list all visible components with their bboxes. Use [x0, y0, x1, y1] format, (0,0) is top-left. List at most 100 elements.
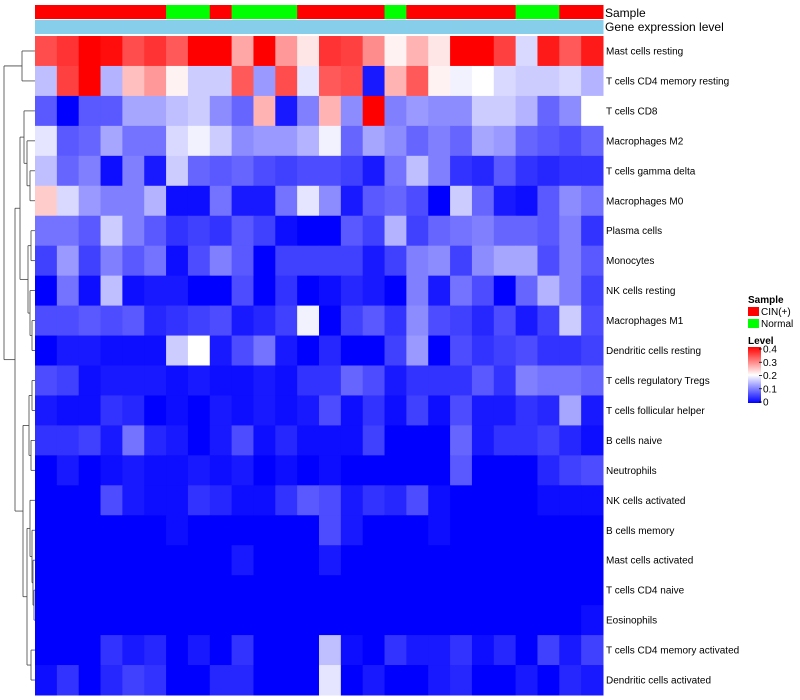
- heatmap-cell: [35, 365, 58, 396]
- heatmap-cell: [406, 125, 429, 157]
- heatmap-cell: [209, 65, 233, 97]
- heatmap-cell: [515, 665, 538, 696]
- heatmap-cell: [253, 185, 276, 217]
- heatmap-cell: [297, 215, 320, 247]
- heatmap-cell: [166, 515, 189, 546]
- heatmap-cell: [450, 275, 473, 307]
- heatmap-cell: [209, 545, 233, 576]
- heatmap-cell: [362, 95, 386, 127]
- heatmap-cell: [581, 305, 604, 337]
- heatmap-cell: [297, 605, 320, 636]
- heatmap-cell: [187, 185, 211, 217]
- heatmap-cell: [559, 635, 582, 666]
- heatmap-cell: [209, 155, 233, 187]
- heatmap-cell: [100, 455, 123, 486]
- heatmap-cell: [471, 125, 495, 157]
- expression-annotation-cell: [122, 20, 145, 34]
- heatmap-cell: [428, 305, 451, 337]
- heatmap-cell: [581, 155, 604, 187]
- sample-annotation-cell: [450, 5, 473, 19]
- heatmap-cell: [231, 95, 254, 127]
- heatmap-cell: [537, 485, 560, 516]
- sample-annotation-cell: [144, 5, 167, 19]
- expression-annotation-cell: [209, 20, 233, 34]
- heatmap-cell: [581, 36, 604, 67]
- heatmap-cell: [78, 425, 102, 456]
- heatmap-cell: [253, 305, 276, 337]
- heatmap-cell: [559, 36, 582, 67]
- heatmap-cell: [231, 485, 254, 516]
- heatmap-cell: [428, 515, 451, 546]
- heatmap-cell: [493, 545, 517, 576]
- heatmap-cell: [78, 155, 102, 187]
- heatmap-cell: [406, 395, 429, 426]
- heatmap-cell: [384, 95, 407, 127]
- heatmap-cell: [581, 425, 604, 456]
- heatmap-cell: [428, 215, 451, 247]
- heatmap-cell: [581, 545, 604, 576]
- heatmap-cell: [253, 95, 276, 127]
- heatmap-cell: [319, 605, 342, 636]
- heatmap-cell: [515, 65, 538, 97]
- row-label: T cells follicular helper: [606, 406, 705, 417]
- sample-annotation-cell: [515, 5, 538, 19]
- heatmap-cell: [231, 635, 254, 666]
- heatmap-cell: [537, 305, 560, 337]
- heatmap-cell: [187, 335, 211, 366]
- expression-annotation-cell: [35, 20, 58, 34]
- heatmap-cell: [340, 515, 364, 546]
- heatmap-cell: [231, 335, 254, 366]
- row-label: Dendritic cells activated: [606, 676, 711, 687]
- heatmap-cell: [78, 65, 102, 97]
- heatmap-cell: [581, 575, 604, 606]
- heatmap-cell: [253, 425, 276, 456]
- heatmap-cell: [35, 395, 58, 426]
- heatmap-cell: [231, 185, 254, 217]
- heatmap-cell: [362, 125, 386, 157]
- heatmap-cell: [493, 605, 517, 636]
- row-label: Plasma cells: [606, 226, 662, 237]
- row-label: T cells CD4 naive: [606, 586, 685, 597]
- heatmap-cell: [275, 515, 298, 546]
- expression-annotation-cell: [340, 20, 364, 34]
- heatmap-cell: [384, 545, 407, 576]
- heatmap-cell: [122, 395, 145, 426]
- heatmap-cell: [493, 125, 517, 157]
- heatmap-cell: [559, 605, 582, 636]
- heatmap-cell: [537, 125, 560, 157]
- heatmap-cell: [56, 65, 80, 97]
- heatmap-cell: [384, 245, 407, 277]
- heatmap-cell: [144, 575, 167, 606]
- sample-annotation-cell: [319, 5, 342, 19]
- heatmap-cell: [56, 455, 80, 486]
- heatmap-cell: [340, 665, 364, 696]
- heatmap-cell: [340, 545, 364, 576]
- heatmap-cell: [471, 635, 495, 666]
- heatmap-cell: [297, 65, 320, 97]
- heatmap-cell: [493, 665, 517, 696]
- heatmap-cell: [187, 365, 211, 396]
- sample-annotation-cell: [35, 5, 58, 19]
- heatmap-cell: [122, 275, 145, 307]
- expression-annotation-cell: [319, 20, 342, 34]
- level-colorbar: [748, 347, 761, 403]
- heatmap-cell: [187, 665, 211, 696]
- heatmap-cell: [231, 215, 254, 247]
- heatmap-cell: [515, 95, 538, 127]
- row-label: NK cells activated: [606, 496, 685, 507]
- heatmap-cell: [384, 485, 407, 516]
- heatmap-cell: [406, 215, 429, 247]
- heatmap-cell: [166, 365, 189, 396]
- heatmap-cell: [297, 545, 320, 576]
- heatmap-cell: [428, 605, 451, 636]
- heatmap-cell: [231, 36, 254, 67]
- heatmap-cell: [122, 335, 145, 366]
- heatmap-cell: [56, 275, 80, 307]
- heatmap-cell: [384, 305, 407, 337]
- heatmap-cell: [100, 95, 123, 127]
- heatmap-cell: [253, 365, 276, 396]
- heatmap-cell: [319, 36, 342, 67]
- heatmap-cell: [275, 275, 298, 307]
- heatmap-cell: [144, 305, 167, 337]
- heatmap-cell: [406, 515, 429, 546]
